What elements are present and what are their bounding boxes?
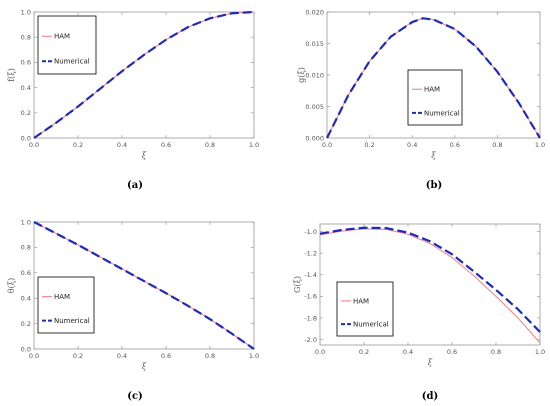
panel-caption: (d) [422,391,438,402]
x-tick-label: 0.2 [73,352,83,360]
legend-box [407,69,463,126]
y-tick-label: 1.0 [21,8,31,16]
legend: HAM Numerical [336,281,394,337]
y-tick-label: 0.8 [21,244,31,252]
numerical-series-line [33,10,255,139]
panel-1: 0.0 0.2 0.4 0.6 0.8 1.0 0.0 0.2 0.4 0.6 0.8 1.0 ξ f(ξ… [7,8,259,191]
y-tick-label: 0.4 [21,295,31,303]
x-tick-label: 0.2 [73,141,83,149]
y-tick-label: 0.6 [21,59,31,67]
legend-numerical-label: Numerical [54,317,90,325]
y-tick-label: 0.6 [21,269,31,277]
plot-frame [33,221,255,350]
y-tick-label: 0.8 [21,34,31,42]
legend-box [37,15,97,75]
x-tick-label: 0.6 [161,141,171,149]
legend: HAM Numerical [37,15,97,75]
y-axis-label: θ(ξ) [7,278,16,293]
legend-ham-label: HAM [424,86,440,94]
x-tick-label: 1.0 [249,141,259,149]
numerical-series-line [319,226,541,333]
x-tick-label: 0.4 [117,141,127,149]
legend-box [336,281,394,337]
x-tick-label: 0.8 [492,141,502,149]
panel-caption: (b) [426,180,442,191]
x-tick-label: 0.6 [447,348,457,356]
y-tick-label: 0.020 [305,8,324,16]
legend: HAM Numerical [407,69,463,126]
x-tick-label: 0.2 [364,141,374,149]
y-tick-label: 0.0 [21,345,31,353]
x-axis-label: ξ [142,151,147,160]
y-tick-label: 0.2 [21,109,31,117]
y-tick-label: 0.000 [305,134,324,142]
y-tick-label: -1.8 [304,314,317,322]
x-tick-label: 0.6 [450,141,460,149]
x-tick-label: 0.0 [322,141,332,149]
x-tick-label: 1.0 [249,352,259,360]
x-tick-label: 0.6 [161,352,171,360]
plot-frame [319,223,541,346]
x-tick-label: 0.4 [407,141,417,149]
y-tick-label: -1.6 [304,293,317,301]
y-axis-label: G(ξ) [293,276,302,293]
x-axis-label: ξ [142,362,147,371]
legend-numerical-label: Numerical [424,109,460,117]
y-tick-label: 0.0 [21,134,31,142]
y-tick-label: 1.0 [21,218,31,226]
x-tick-label: 1.0 [535,348,545,356]
plot-frame [33,11,255,139]
ham-series-line [319,228,541,344]
panel-2: 0.0 0.2 0.4 0.6 0.8 1.0 0.000 0.005 0.010 0.015 0.… [297,8,545,191]
legend-box [37,276,95,334]
y-tick-label: 0.010 [305,71,324,79]
x-tick-label: 0.4 [403,348,413,356]
y-tick-label: -1.2 [304,249,317,257]
x-tick-label: 0.8 [491,348,501,356]
y-tick-label: 0.4 [21,84,31,92]
x-tick-label: 0.8 [205,352,215,360]
panel-3: 0.0 0.2 0.4 0.6 0.8 1.0 0.0 0.2 0.4 0.6 0.8 1.0 ξ θ(ξ… [7,218,259,402]
y-axis-label: g(ξ) [297,67,306,83]
x-axis-label: ξ [428,358,433,367]
panel-caption: (c) [127,391,143,402]
legend: HAM Numerical [37,276,95,334]
x-tick-label: 0.0 [29,352,39,360]
legend-ham-label: HAM [54,33,70,41]
panel-4: 0.0 0.2 0.4 0.6 0.8 1.0 -2.0 -1.8 -1.6 -1.4 -1.2 -1… [293,223,545,402]
legend-numerical-label: Numerical [353,321,389,329]
y-tick-label: -1.0 [304,228,317,236]
x-tick-label: 0.4 [117,352,127,360]
x-axis-label: ξ [431,151,436,160]
y-tick-label: 0.005 [305,103,324,111]
numerical-series-line [326,17,541,139]
legend-ham-label: HAM [353,297,369,305]
legend-ham-label: HAM [54,293,70,301]
x-tick-label: 0.0 [29,141,39,149]
y-tick-label: 0.015 [305,40,324,48]
legend-numerical-label: Numerical [54,58,90,66]
y-tick-label: -2.0 [304,336,317,344]
y-tick-label: -1.4 [304,271,317,279]
y-axis-label: f(ξ) [7,68,16,82]
x-tick-label: 1.0 [535,141,545,149]
numerical-series-line [33,221,255,350]
x-tick-label: 0.2 [359,348,369,356]
y-tick-label: 0.2 [21,320,31,328]
x-tick-label: 0.0 [315,348,325,356]
panel-caption: (a) [127,180,143,191]
x-tick-label: 0.8 [205,141,215,149]
